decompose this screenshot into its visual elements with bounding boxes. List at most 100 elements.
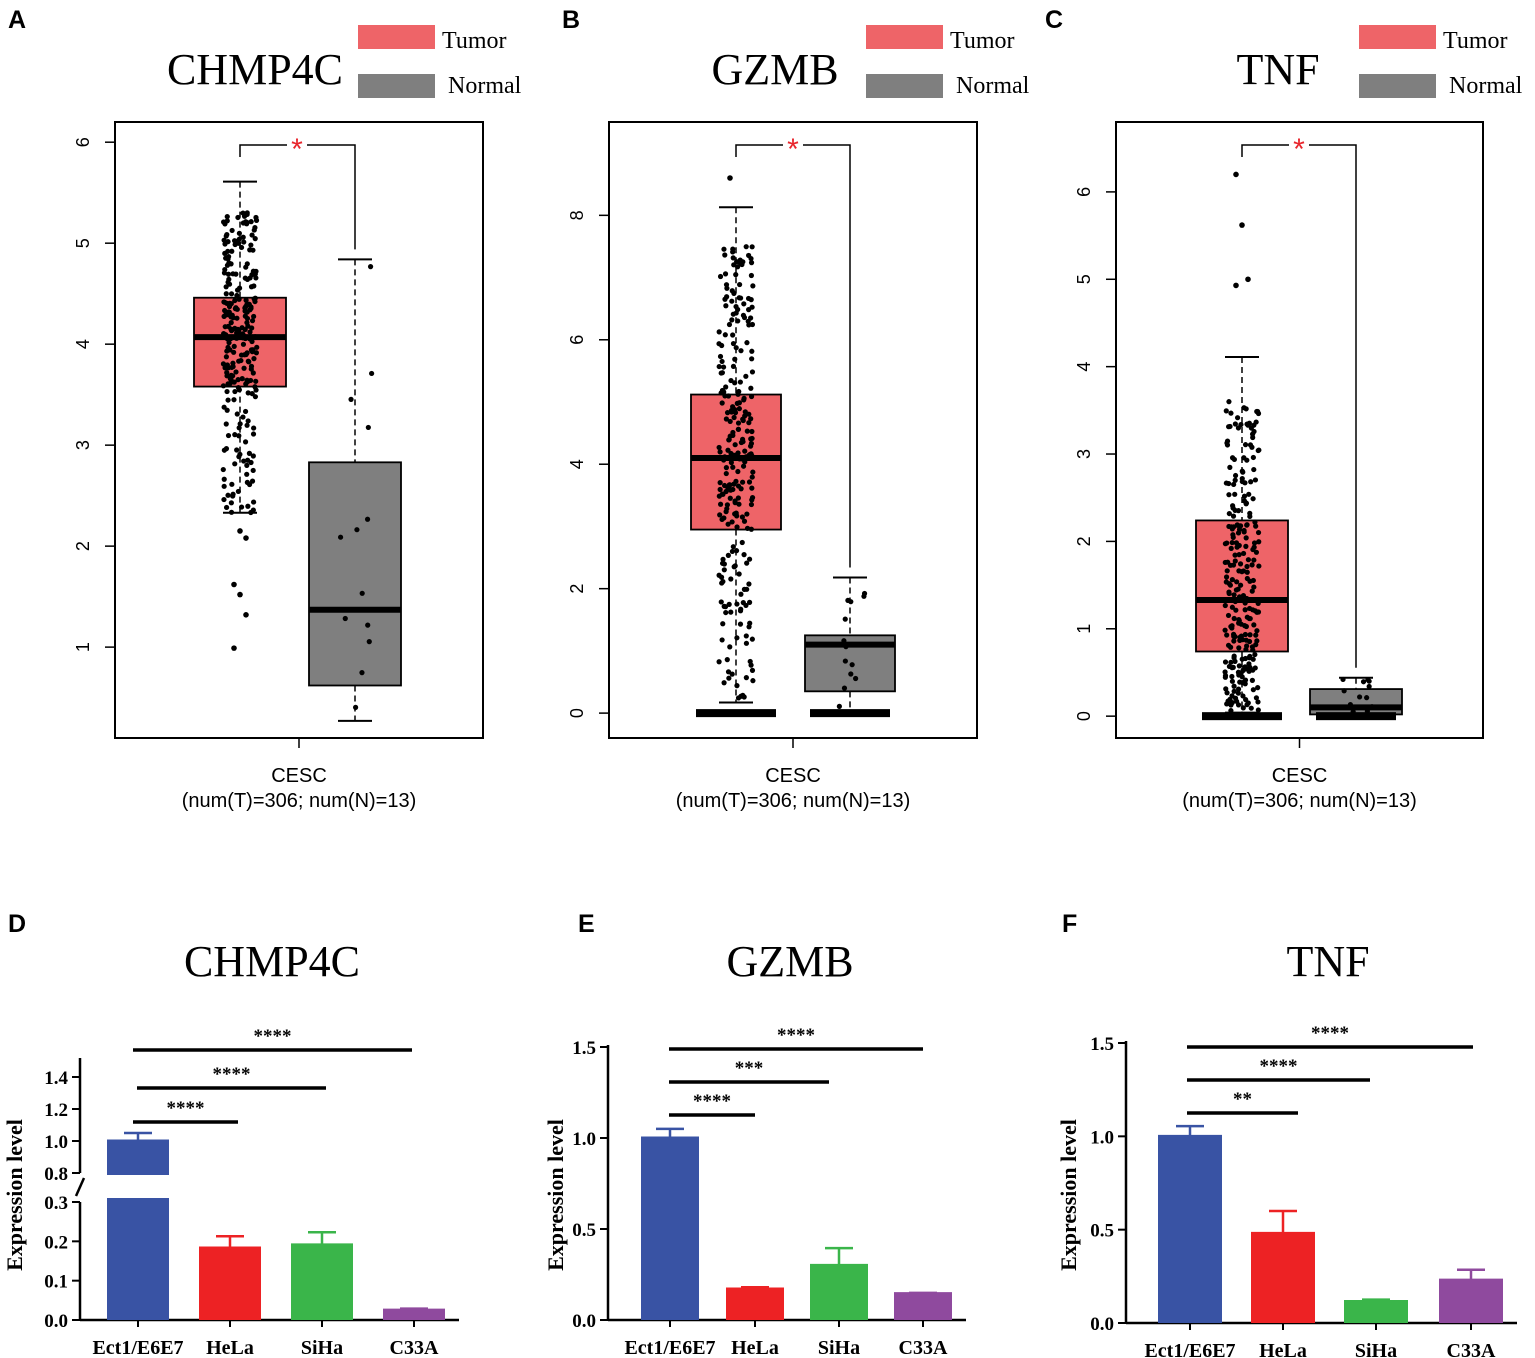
data-point	[750, 469, 756, 475]
data-point	[1255, 699, 1261, 705]
data-point	[719, 491, 725, 497]
data-point	[748, 260, 755, 266]
data-point	[244, 261, 250, 267]
y-tick-label: 1	[1074, 624, 1094, 634]
data-point	[726, 437, 732, 443]
data-point	[1236, 552, 1242, 558]
data-point	[735, 495, 741, 501]
outlier-point	[231, 645, 237, 651]
data-point	[836, 703, 842, 709]
data-point	[1360, 679, 1367, 685]
x-tick-label: SiHa	[301, 1337, 343, 1358]
data-point	[1247, 442, 1254, 448]
data-point	[1251, 466, 1257, 473]
data-point	[749, 428, 755, 435]
data-point	[741, 518, 748, 524]
data-point	[1226, 510, 1232, 517]
data-point	[738, 348, 744, 354]
data-point	[244, 221, 250, 227]
data-point	[725, 669, 732, 675]
data-point	[1222, 659, 1229, 665]
data-point	[248, 366, 254, 372]
data-point	[724, 294, 730, 300]
data-point	[1232, 477, 1238, 483]
outlier-point	[1233, 171, 1239, 178]
x-tick-label: Ect1/E6E7	[92, 1337, 183, 1358]
data-point	[1229, 455, 1236, 461]
data-point	[1239, 478, 1245, 485]
y-tick-label: 0.3	[44, 1193, 68, 1214]
data-point	[1250, 687, 1256, 693]
data-point	[247, 336, 253, 342]
data-point	[717, 501, 724, 507]
data-point	[233, 369, 239, 375]
data-point	[723, 303, 729, 309]
data-point	[1246, 668, 1252, 674]
data-point	[228, 320, 234, 326]
data-point	[717, 480, 723, 486]
data-point	[744, 560, 750, 566]
bar	[641, 1138, 699, 1320]
data-point	[730, 246, 736, 252]
data-point	[236, 425, 242, 431]
data-point	[748, 451, 754, 457]
data-point	[725, 521, 731, 527]
normal-box	[1309, 688, 1403, 716]
outlier-point	[231, 581, 237, 588]
data-point	[721, 389, 727, 395]
panel-label: C	[1045, 6, 1063, 34]
data-point	[249, 272, 255, 278]
data-point	[250, 467, 256, 474]
data-point	[730, 255, 736, 261]
data-point	[728, 377, 734, 384]
data-point	[750, 678, 756, 684]
comparison-label: ****	[167, 1098, 205, 1119]
panel-label: E	[578, 910, 595, 938]
data-point	[734, 635, 740, 641]
bar	[199, 1248, 261, 1320]
data-point	[735, 450, 741, 456]
data-point	[235, 384, 241, 391]
data-point	[223, 446, 230, 452]
data-point	[743, 675, 749, 681]
outlier-point	[237, 528, 243, 534]
data-point	[251, 313, 257, 320]
data-point	[248, 242, 254, 248]
data-point	[238, 504, 245, 510]
data-point	[234, 315, 240, 321]
data-point	[739, 539, 745, 546]
data-point	[731, 481, 737, 487]
y-tick-label: 0.5	[572, 1220, 596, 1241]
data-point	[740, 463, 747, 469]
data-point	[749, 485, 755, 491]
comparison-label: ****	[777, 1025, 815, 1046]
data-point	[739, 514, 746, 520]
data-point	[1250, 647, 1256, 653]
sig-bracket-right	[803, 144, 851, 568]
data-point	[1231, 615, 1237, 622]
data-point	[220, 383, 227, 389]
data-point	[734, 601, 740, 607]
data-point	[1226, 590, 1232, 597]
panel-label: D	[8, 910, 26, 938]
data-point	[1226, 492, 1232, 498]
data-point	[749, 304, 755, 310]
data-point	[749, 636, 755, 642]
data-point	[1227, 562, 1234, 568]
data-point	[234, 411, 240, 417]
data-point	[1244, 614, 1250, 620]
data-point	[249, 232, 255, 238]
data-point	[1246, 638, 1253, 645]
data-point	[1228, 410, 1234, 416]
comparison-label: ****	[1311, 1023, 1349, 1044]
data-point	[734, 400, 740, 406]
data-point	[1243, 535, 1249, 541]
y-tick-label: 3	[1074, 449, 1094, 459]
data-point	[741, 314, 748, 321]
data-point	[223, 504, 230, 511]
data-point	[222, 266, 228, 273]
data-point	[242, 275, 248, 281]
data-point	[749, 348, 755, 354]
data-point	[244, 471, 250, 477]
data-point	[229, 481, 235, 487]
